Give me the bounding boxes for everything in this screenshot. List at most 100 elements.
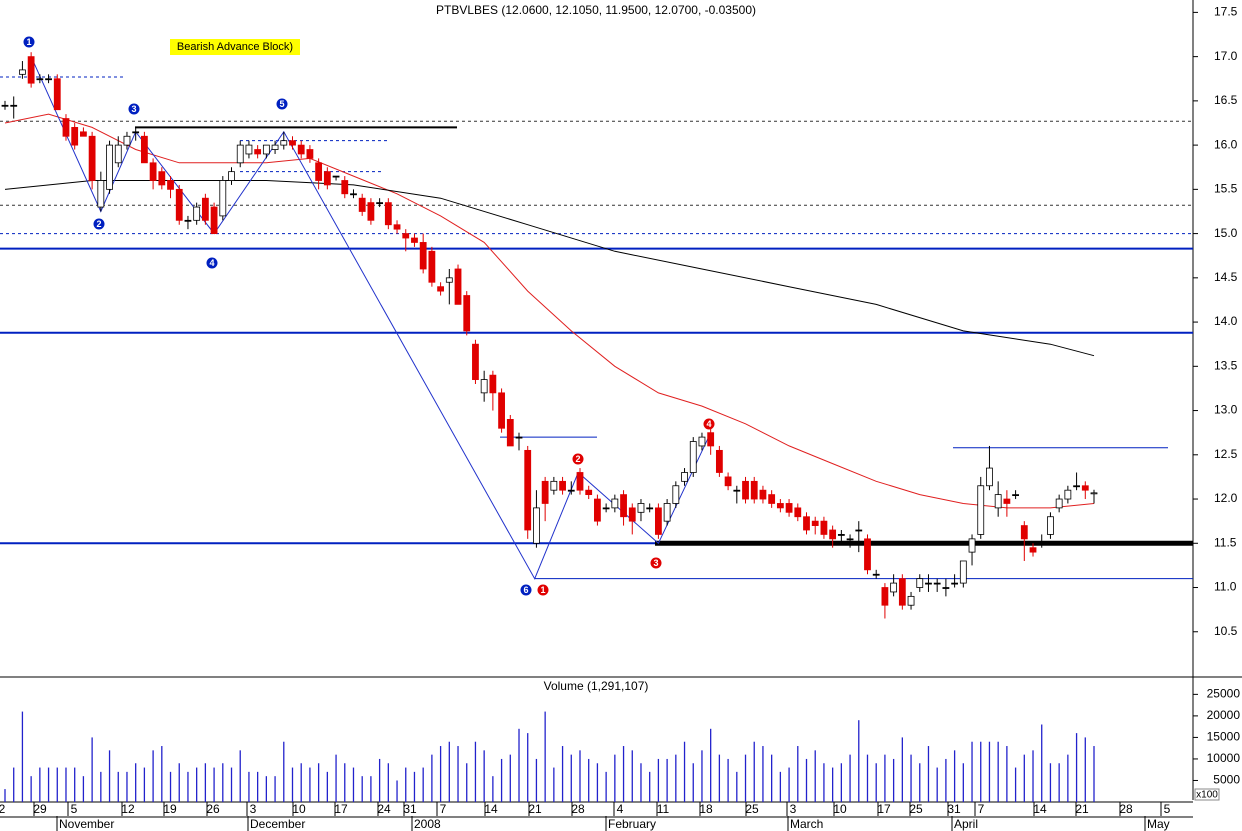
candle-body (611, 498, 619, 509)
candle-body (36, 78, 44, 81)
candle-body (724, 476, 732, 487)
candle-body (1038, 542, 1046, 545)
candle-body (297, 144, 305, 155)
candle-body (350, 193, 357, 196)
candle-body (994, 494, 1002, 509)
moving-average (4, 113, 1095, 509)
candle-body (663, 503, 671, 522)
y-tick-label: 17.5 (1214, 5, 1238, 19)
y-tick-label: 11.0 (1214, 580, 1237, 594)
candle-body (681, 472, 688, 482)
candle-body (245, 144, 253, 155)
pattern-marker-label: 1 (26, 37, 31, 47)
candle-body (977, 485, 985, 535)
candle-body (201, 197, 209, 221)
candle-body (262, 144, 270, 155)
candle-body (916, 578, 924, 588)
candle-body (454, 268, 462, 305)
x-tick-label: 2 (0, 802, 6, 816)
candle-body (820, 520, 828, 535)
candle-body (306, 149, 314, 159)
y-tick-label: 15.5 (1214, 182, 1238, 196)
candle-body (27, 56, 35, 84)
candle-body (846, 538, 854, 541)
candle-body (550, 480, 558, 491)
pattern-marker (23, 36, 35, 48)
candle-body (62, 118, 70, 137)
y-tick-label: 10.5 (1214, 624, 1238, 638)
candle-body (655, 507, 662, 535)
candle-body (219, 180, 227, 217)
pattern-marker-label: 3 (653, 558, 658, 568)
candle-body (341, 180, 349, 195)
candle-body (114, 144, 122, 164)
candle-body (541, 480, 549, 504)
candle-body (71, 127, 79, 146)
candle-body (1064, 489, 1072, 500)
candle-body (890, 582, 898, 593)
pattern-marker (206, 257, 218, 269)
candle-body (411, 237, 418, 243)
x-tick-label: 7 (978, 802, 985, 816)
candle-body (742, 480, 749, 500)
x-tick-label: 17 (334, 802, 348, 816)
candle-body (193, 206, 201, 221)
candle-body (594, 498, 601, 522)
candle-body (228, 171, 235, 181)
x-tick-label: 10 (833, 802, 847, 816)
candle-body (968, 538, 976, 553)
candle-body (794, 507, 802, 518)
candle-body (1047, 516, 1054, 535)
candle-body (776, 503, 784, 509)
x-tick-label: 29 (33, 802, 47, 816)
candle-body (367, 202, 375, 221)
candle-body (175, 188, 183, 221)
candle-body (933, 582, 941, 585)
candle-body (959, 560, 967, 584)
candle-body (855, 529, 863, 532)
x-tick-label: 14 (484, 802, 498, 816)
candle-body (280, 140, 288, 146)
candle-body (559, 480, 566, 491)
x-tick-label: 14 (1033, 802, 1047, 816)
x-tick-label: 7 (440, 802, 447, 816)
candle-body (402, 233, 410, 239)
x-tick-label: 31 (947, 802, 961, 816)
pattern-marker (93, 218, 105, 230)
x-tick-label: 25 (909, 802, 923, 816)
candle-body (524, 449, 532, 531)
candle-body (576, 472, 584, 491)
y-tick-label: 16.0 (1214, 137, 1238, 151)
candle-body (715, 449, 723, 473)
pattern-marker (537, 584, 549, 596)
month-label: November (59, 817, 114, 831)
y-tick-label: 14.5 (1214, 270, 1238, 284)
x-tick-label: 28 (1119, 802, 1133, 816)
candle-body (332, 175, 340, 178)
month-label: February (608, 817, 656, 831)
x-tick-label: 21 (1075, 802, 1089, 816)
volume-title: Volume (1,291,107) (544, 679, 649, 693)
month-label: March (790, 817, 823, 831)
pattern-label: Bearish Advance Block) (177, 41, 293, 53)
chart-title: PTBVLBES (12.0600, 12.1050, 11.9500, 12.… (436, 3, 756, 17)
volume-tick-label: 25000 (1207, 687, 1241, 701)
pattern-marker (703, 418, 715, 430)
candle-body (123, 135, 131, 146)
candle-body (80, 131, 87, 137)
x-tick-label: 5 (71, 802, 78, 816)
candle-body (533, 507, 540, 544)
candle-body (602, 507, 610, 510)
candle-body (733, 489, 741, 492)
month-label: May (1147, 817, 1170, 831)
candle-body (829, 529, 837, 540)
candle-body (480, 379, 488, 394)
pattern-marker-label: 6 (523, 585, 528, 595)
candle-body (628, 507, 636, 522)
volume-tick-label: 20000 (1207, 708, 1241, 722)
moving-average (4, 180, 1095, 357)
pattern-marker (572, 453, 584, 465)
candle-body (1081, 485, 1089, 491)
candle-body (1003, 498, 1011, 504)
